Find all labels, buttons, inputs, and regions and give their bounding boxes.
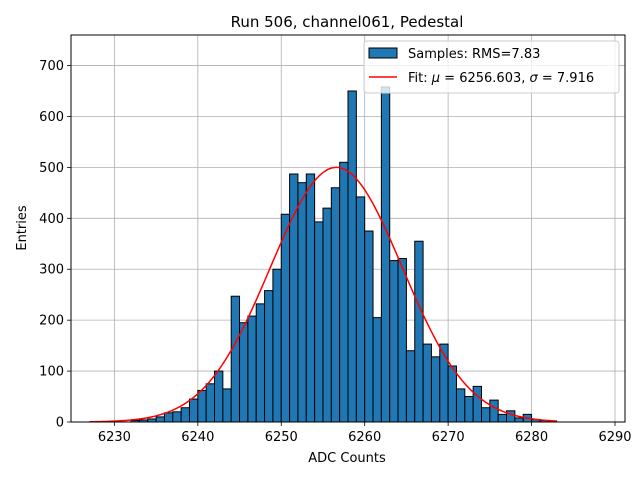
gaussian-fit-curve xyxy=(89,166,557,423)
legend-fit-label: Fit: μ = 6256.603, σ = 7.916 xyxy=(408,71,594,86)
histogram-bar xyxy=(355,196,366,423)
y-tick-label: 400 xyxy=(39,212,64,227)
histogram-bar xyxy=(464,396,474,423)
y-tick-label: 200 xyxy=(39,314,64,329)
histogram-bar xyxy=(155,416,165,423)
y-tick-label: 100 xyxy=(39,365,64,380)
histogram-bar xyxy=(205,383,216,423)
histogram-bar xyxy=(180,407,190,423)
histogram-bar xyxy=(414,240,424,423)
histogram-bar xyxy=(255,303,266,423)
legend-samples-swatch xyxy=(368,47,398,59)
histogram-bar xyxy=(214,370,224,423)
x-axis-label: ADC Counts xyxy=(308,451,386,466)
y-axis-label: Entries xyxy=(15,205,30,251)
y-tick-label: 0 xyxy=(56,416,64,431)
histogram-bar xyxy=(222,388,232,423)
legend-box xyxy=(363,40,620,94)
histogram-bar xyxy=(322,207,332,423)
histogram-bar xyxy=(447,365,457,423)
histogram-bar xyxy=(272,268,282,423)
x-axis-ticks: 6230 6240 6250 6260 6270 6280 6290 xyxy=(98,422,632,445)
legend: Samples: RMS=7.83 Fit: μ = 6256.603, σ =… xyxy=(363,40,620,94)
x-tick-label: 6250 xyxy=(265,430,298,445)
histogram-bar xyxy=(163,412,174,423)
y-tick-label: 500 xyxy=(39,161,64,176)
chart-title: Run 506, channel061, Pedestal xyxy=(231,13,464,31)
histogram-bar xyxy=(230,295,241,423)
histogram-bar xyxy=(197,389,207,423)
x-tick-label: 6240 xyxy=(181,430,214,445)
histogram-bar xyxy=(380,86,391,423)
histogram-bar xyxy=(389,260,399,423)
histogram-bar xyxy=(289,173,299,423)
histogram-bar xyxy=(280,213,291,423)
y-tick-label: 300 xyxy=(39,263,64,278)
histogram-bar xyxy=(455,388,466,423)
x-tick-label: 6280 xyxy=(515,430,548,445)
histogram-bar xyxy=(188,398,199,423)
legend-samples-label: Samples: RMS=7.83 xyxy=(408,47,540,62)
histogram-bar xyxy=(347,90,357,423)
x-tick-label: 6270 xyxy=(432,430,465,445)
y-tick-label: 600 xyxy=(39,110,64,125)
x-tick-label: 6230 xyxy=(98,430,131,445)
histogram-bar xyxy=(397,258,407,423)
histogram-bar xyxy=(239,322,249,423)
y-axis-ticks: 0 100 200 300 400 500 600 700 xyxy=(39,59,71,431)
histogram-bar xyxy=(330,187,341,423)
histogram-bar xyxy=(305,173,316,423)
histogram-bar xyxy=(422,343,432,423)
histogram-bar xyxy=(497,413,508,423)
histogram-bars xyxy=(130,86,558,423)
histogram-bar xyxy=(405,350,416,423)
histogram-bar xyxy=(172,411,182,423)
histogram-bar xyxy=(264,290,274,423)
histogram-bar xyxy=(480,407,491,423)
histogram-bar xyxy=(372,317,382,423)
x-tick-label: 6290 xyxy=(598,430,631,445)
axes-frame xyxy=(70,34,626,423)
histogram-bar xyxy=(489,399,499,423)
histogram-bar xyxy=(364,230,374,423)
histogram-bar xyxy=(314,221,324,423)
histogram-bar xyxy=(514,417,524,423)
histogram-bar xyxy=(339,161,349,423)
histogram-bar xyxy=(297,182,307,423)
histogram-bar xyxy=(472,385,482,423)
histogram-bar xyxy=(247,315,257,423)
x-tick-label: 6260 xyxy=(348,430,381,445)
histogram-bar xyxy=(430,356,441,423)
y-tick-label: 700 xyxy=(39,59,64,74)
